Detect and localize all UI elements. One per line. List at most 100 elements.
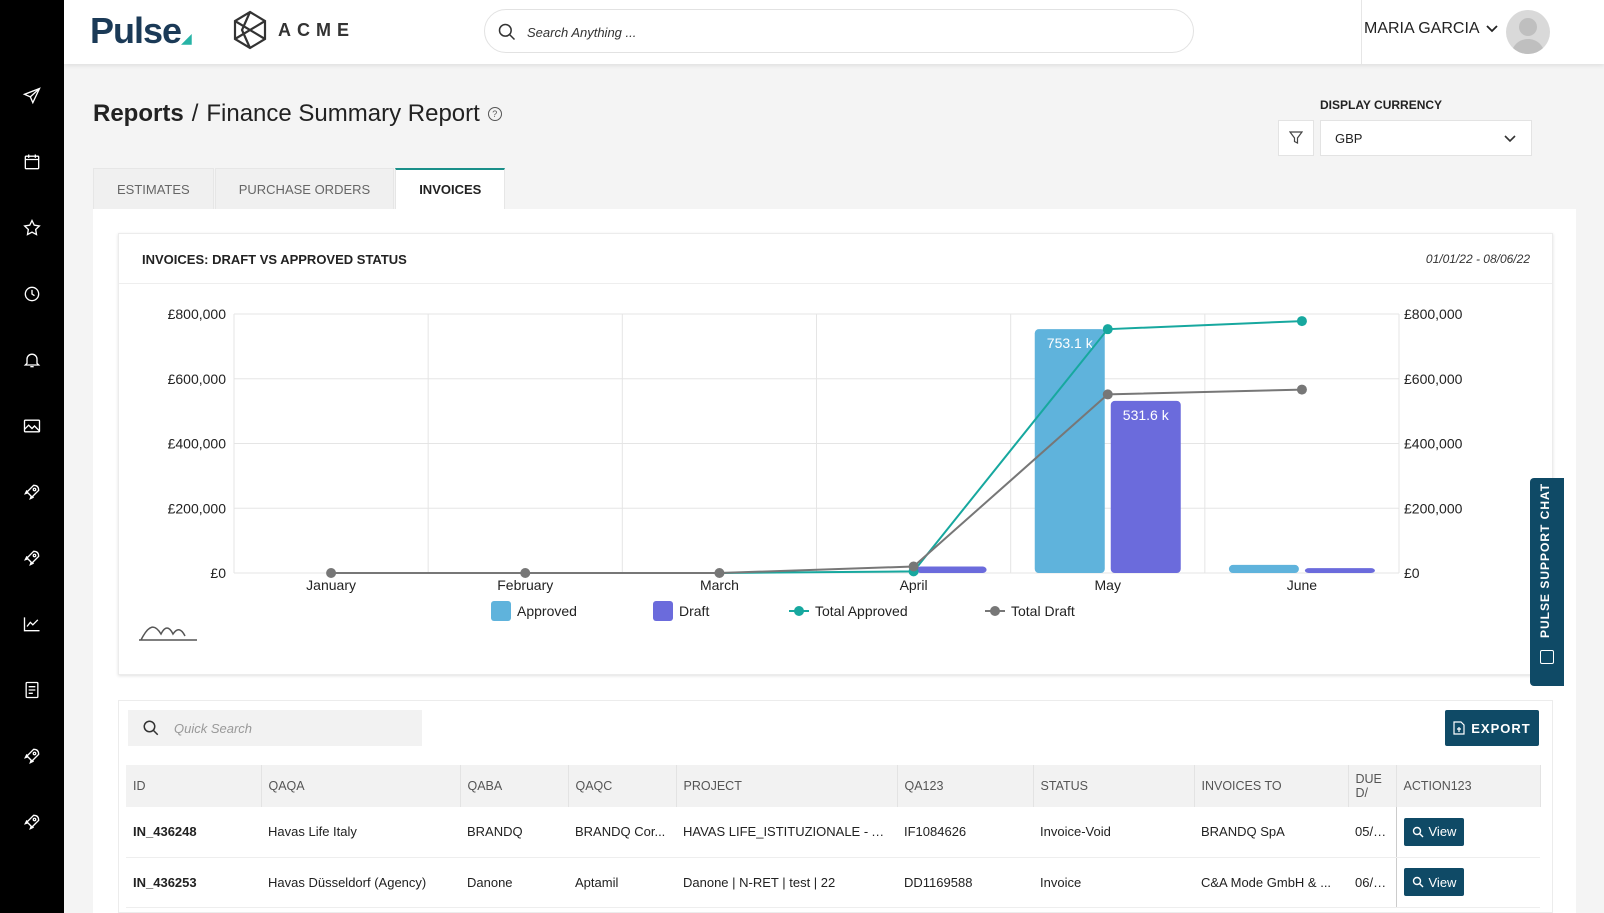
column-header-id[interactable]: ID — [126, 765, 262, 807]
column-header-project[interactable]: PROJECT — [676, 765, 898, 807]
column-header-invoices-to[interactable]: INVOICES TO — [1194, 765, 1349, 807]
y-tick-label-left: £400,000 — [168, 436, 227, 452]
view-button-label: View — [1428, 874, 1457, 890]
rocket-icon[interactable] — [20, 480, 44, 504]
chevron-down-icon — [1485, 25, 1498, 33]
x-tick-label: March — [700, 577, 739, 593]
cell-qa123: IF1084626 — [897, 807, 1033, 858]
pulse-logo-text: Pulse — [90, 10, 182, 51]
tab-invoices[interactable]: INVOICES — [395, 168, 506, 210]
cell-qaba: BRANDQ — [460, 807, 568, 858]
table-row[interactable]: IN_436253 Havas Düsseldorf (Agency) Dano… — [126, 857, 1540, 908]
rocket-icon-3[interactable] — [20, 744, 44, 768]
breadcrumb: Reports / Finance Summary Report ? — [93, 100, 502, 128]
image-icon[interactable] — [20, 414, 44, 438]
legend-label: Total Draft — [1011, 603, 1075, 619]
chevron-down-icon — [1504, 135, 1516, 143]
x-tick-label: February — [497, 577, 553, 593]
search-icon — [143, 720, 159, 736]
rocket-icon-2[interactable] — [20, 546, 44, 570]
help-icon[interactable]: ? — [487, 107, 502, 121]
user-menu[interactable]: MARIA GARCIA — [1364, 20, 1498, 38]
cell-invoices-to: BRANDQ SpA — [1194, 807, 1348, 858]
sidebar — [0, 0, 64, 913]
header-divider — [1361, 0, 1362, 64]
support-chat-tab[interactable]: PULSE SUPPORT CHAT — [1530, 478, 1564, 686]
cell-status: Invoice — [1033, 857, 1194, 908]
acme-brand-text: ACME — [278, 19, 355, 40]
column-header-action[interactable]: ACTION123 — [1395, 765, 1541, 807]
tab-estimates[interactable]: ESTIMATES — [93, 168, 214, 210]
bar-draft — [1110, 400, 1181, 573]
legend-marker — [990, 606, 1000, 616]
view-button[interactable]: View — [1403, 817, 1465, 846]
cell-qaqc: Aptamil — [568, 857, 676, 908]
legend-label: Draft — [679, 603, 709, 619]
tab-purchase-orders[interactable]: PURCHASE ORDERS — [214, 168, 395, 210]
cell-project: HAVAS LIFE_ISTITUZIONALE - A... — [676, 807, 897, 858]
filter-button[interactable] — [1278, 120, 1314, 156]
point-total-approved — [1102, 324, 1113, 335]
legend-marker — [794, 606, 804, 616]
table-row[interactable]: IN_436248 Havas Life Italy BRANDQ BRANDQ… — [126, 807, 1540, 858]
bar-approved — [1034, 329, 1105, 573]
y-tick-label-right: £800,000 — [1404, 306, 1463, 322]
column-header-qa123[interactable]: QA123 — [897, 765, 1034, 807]
search-icon — [498, 23, 516, 41]
invoices-table-card: EXPORT ID QAQA QABA QAQC PROJECT QA123 S… — [118, 700, 1553, 913]
point-total-draft — [520, 568, 531, 578]
report-tabs: ESTIMATES PURCHASE ORDERS INVOICES — [93, 168, 506, 210]
avatar[interactable] — [1506, 10, 1550, 54]
line-total-draft — [331, 388, 1302, 574]
global-search[interactable] — [484, 9, 1194, 53]
column-header-qaba[interactable]: QABA — [460, 765, 569, 807]
column-header-status[interactable]: STATUS — [1033, 765, 1195, 807]
x-tick-label: June — [1287, 577, 1318, 593]
chart-line-icon[interactable] — [20, 612, 44, 636]
clock-icon[interactable] — [20, 282, 44, 306]
point-total-draft — [1102, 389, 1113, 400]
y-tick-label-right: £0 — [1404, 565, 1420, 581]
currency-select[interactable]: GBP — [1320, 120, 1532, 156]
point-total-draft — [1296, 384, 1307, 395]
top-header: Pulse◢ ACME MARIA GARCIA — [64, 0, 1604, 64]
cell-id: IN_436248 — [126, 807, 261, 858]
chat-icon — [1540, 650, 1554, 664]
invoices-chart: £0 £0 £200,000 £200,000 £400,000 £400,000 £600… — [139, 306, 1463, 641]
y-tick-label-left: £800,000 — [168, 306, 227, 322]
y-tick-label-left: £0 — [210, 565, 226, 581]
bar-approved — [1228, 564, 1299, 573]
send-icon[interactable] — [20, 84, 44, 108]
bell-icon[interactable] — [20, 348, 44, 372]
bar-draft — [1304, 568, 1375, 573]
view-button-label: View — [1428, 824, 1457, 840]
chart-toggle-icon — [139, 626, 197, 641]
cell-due-date: 06/03/ — [1348, 857, 1396, 908]
data-label: 753.1 k — [1047, 335, 1094, 351]
rocket-icon-4[interactable] — [20, 810, 44, 834]
export-label: EXPORT — [1471, 720, 1531, 736]
pulse-logo[interactable]: Pulse◢ — [90, 10, 192, 52]
star-icon[interactable] — [20, 216, 44, 240]
point-total-approved — [1296, 316, 1307, 327]
chart-date-range: 01/01/22 - 08/06/22 — [1425, 252, 1530, 266]
breadcrumb-root[interactable]: Reports — [93, 100, 184, 127]
y-tick-label-left: £200,000 — [168, 500, 227, 516]
cell-qaqc: BRANDQ Cor... — [568, 807, 676, 858]
column-header-qaqc[interactable]: QAQC — [568, 765, 677, 807]
document-icon[interactable] — [20, 678, 44, 702]
column-header-due-date[interactable]: DUE D/ — [1348, 765, 1397, 807]
global-search-input[interactable] — [527, 20, 1167, 44]
column-header-qaqa[interactable]: QAQA — [261, 765, 461, 807]
view-button[interactable]: View — [1403, 868, 1465, 896]
search-icon — [1412, 876, 1423, 888]
quick-search[interactable] — [128, 710, 422, 746]
point-total-draft — [326, 568, 337, 578]
calendar-icon[interactable] — [20, 150, 44, 174]
acme-logo[interactable]: ACME — [232, 10, 355, 50]
chart-card: INVOICES: DRAFT VS APPROVED STATUS 01/01… — [118, 233, 1553, 675]
file-export-icon — [1453, 721, 1465, 735]
quick-search-input[interactable] — [174, 718, 404, 738]
legend-label: Total Approved — [815, 603, 908, 619]
export-button[interactable]: EXPORT — [1445, 710, 1539, 746]
